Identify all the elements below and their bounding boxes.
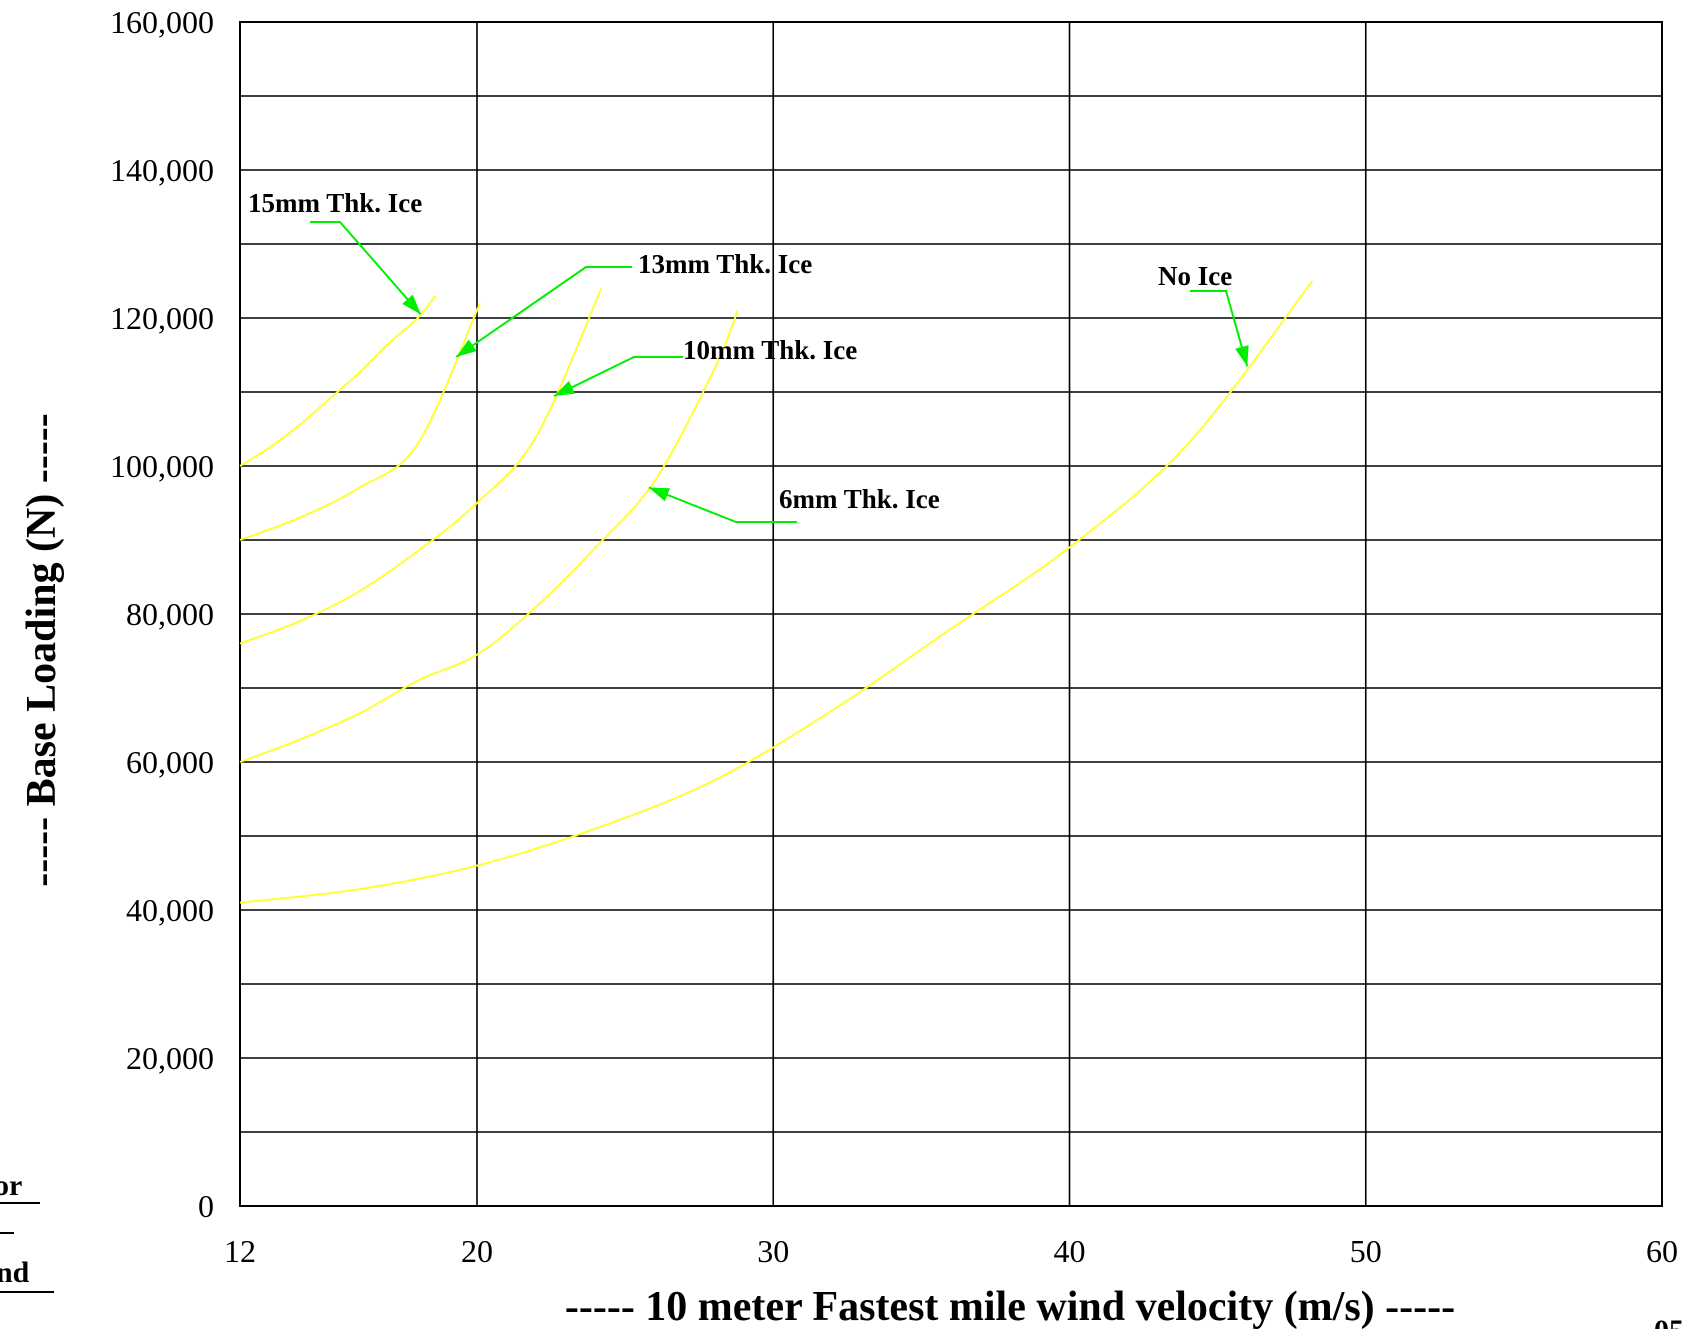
arrowhead bbox=[456, 339, 477, 357]
curve-label: 6mm Thk. Ice bbox=[779, 484, 940, 514]
y-tick-label: 80,000 bbox=[126, 596, 214, 632]
y-tick-label: 60,000 bbox=[126, 744, 214, 780]
cropped-left-text-1: or bbox=[0, 1169, 22, 1202]
y-tick-labels: 0 20,000 40,000 60,000 80,000 100,000 120,000 1… bbox=[110, 4, 214, 1224]
y-tick-label: 140,000 bbox=[110, 152, 214, 188]
curve-annotations: 15mm Thk. Ice 13mm Thk. Ice 10mm Thk. Ice 6… bbox=[248, 188, 1249, 523]
y-tick-label: 100,000 bbox=[110, 448, 214, 484]
series-lines bbox=[239, 280, 1314, 904]
cropped-right-text: 05 bbox=[1654, 1314, 1684, 1329]
x-tick-label: 40 bbox=[1054, 1233, 1086, 1269]
x-tick-label: 20 bbox=[461, 1233, 493, 1269]
series-line bbox=[239, 310, 739, 763]
x-axis-title: ----- 10 meter Fastest mile wind velocit… bbox=[565, 1284, 1455, 1329]
x-tick-label: 12 bbox=[224, 1233, 256, 1269]
x-tick-label: 50 bbox=[1350, 1233, 1382, 1269]
cropped-left-text-2: nd bbox=[0, 1256, 30, 1289]
arrowhead bbox=[554, 381, 576, 396]
leader-line bbox=[553, 356, 683, 397]
leader-line bbox=[648, 486, 797, 523]
curve-label: 10mm Thk. Ice bbox=[683, 335, 857, 365]
curve-label: 15mm Thk. Ice bbox=[248, 188, 422, 218]
plot-grid bbox=[239, 21, 1663, 1207]
curve-label: 13mm Thk. Ice bbox=[638, 249, 812, 279]
series-line bbox=[239, 302, 481, 541]
leader-line bbox=[455, 266, 632, 358]
y-tick-label: 0 bbox=[198, 1188, 214, 1224]
arrowhead bbox=[402, 294, 421, 315]
y-tick-label: 40,000 bbox=[126, 892, 214, 928]
leader-line bbox=[1190, 290, 1249, 367]
series-line bbox=[239, 280, 1314, 904]
y-axis-title: ----- Base Loading (N) ----- bbox=[19, 413, 65, 887]
x-tick-label: 60 bbox=[1646, 1233, 1678, 1269]
y-tick-label: 20,000 bbox=[126, 1040, 214, 1076]
y-tick-label: 160,000 bbox=[110, 4, 214, 40]
x-tick-labels: 12 20 30 40 50 60 bbox=[224, 1233, 1678, 1269]
arrowhead bbox=[648, 487, 670, 502]
leader-line bbox=[310, 221, 422, 315]
series-line bbox=[239, 295, 437, 467]
series-line bbox=[239, 287, 603, 645]
curve-label: No Ice bbox=[1158, 261, 1232, 291]
arrowhead bbox=[1235, 345, 1249, 367]
y-tick-label: 120,000 bbox=[110, 300, 214, 336]
x-tick-label: 30 bbox=[757, 1233, 789, 1269]
